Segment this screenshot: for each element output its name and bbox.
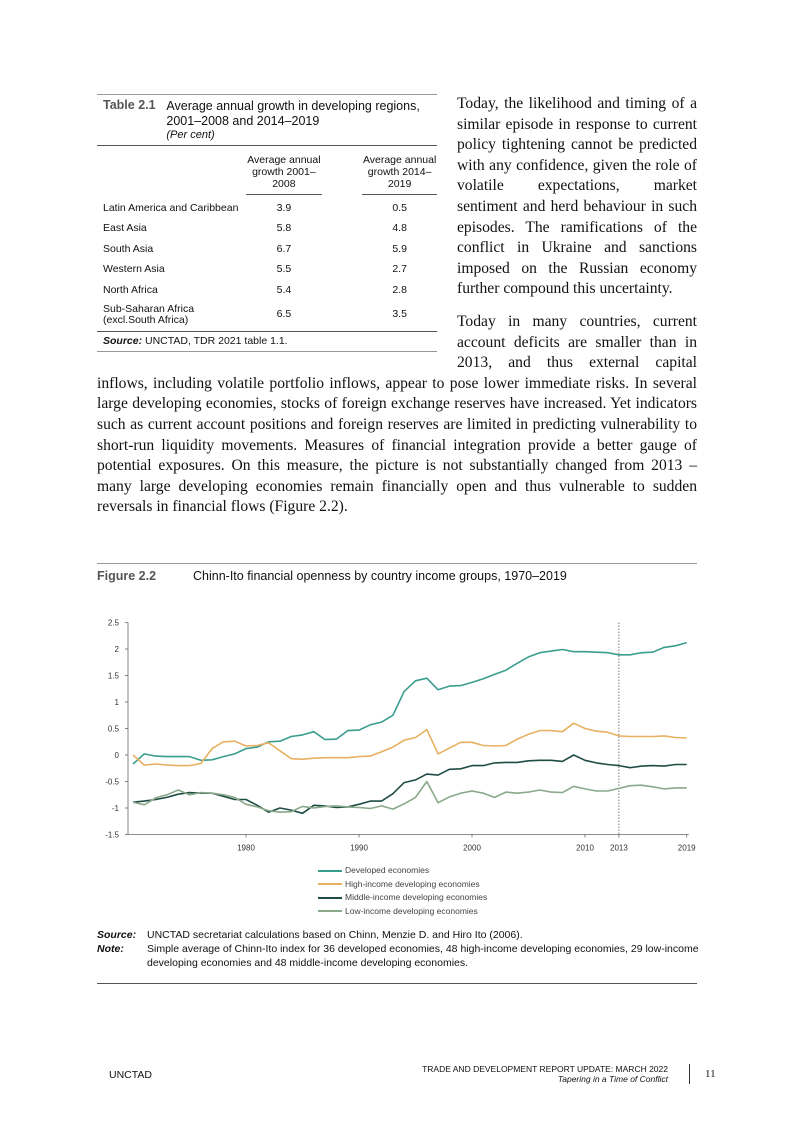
table-row: Latin America and Caribbean 3.9 0.5: [97, 198, 437, 219]
legend-item: Developed economies: [318, 864, 487, 878]
y-tick-label: 0: [115, 751, 120, 760]
line-chart: 2.5 2 1.5 1 0.5 0 -0.5 -1 -1.5 1980 1990 2000 2010 20…: [105, 619, 696, 853]
growth-2001-2008: 5.4: [276, 283, 292, 296]
growth-2001-2008: 5.8: [276, 222, 292, 235]
region-name: North Africa: [103, 283, 158, 296]
y-tick-label: 1.5: [108, 672, 120, 681]
x-tick-label: 2010: [576, 844, 594, 853]
table-2-1: Table 2.1 Average annual growth in devel…: [97, 94, 437, 352]
table-row: North Africa 5.4 2.8: [97, 280, 437, 301]
legend-swatch: [318, 883, 342, 886]
chart-legend: Developed economies High-income developin…: [318, 864, 487, 918]
legend-item: Middle-income developing economies: [318, 891, 487, 905]
growth-2001-2008: 3.9: [276, 201, 292, 214]
figure-label: Figure 2.2: [97, 569, 157, 583]
legend-swatch: [318, 869, 342, 872]
table-row: South Asia 6.7 5.9: [97, 239, 437, 260]
body-text: Table 2.1 Average annual growth in devel…: [97, 94, 697, 530]
paragraph: Today in many countries, current account…: [97, 312, 697, 516]
legend-swatch: [318, 896, 342, 899]
legend-label: Developed economies: [345, 865, 430, 875]
footer-report: TRADE AND DEVELOPMENT REPORT UPDATE: MAR…: [422, 1064, 668, 1084]
legend-item: High-income developing economies: [318, 878, 487, 892]
figure-notes: Source: UNCTAD secretariat calculations b…: [97, 928, 707, 970]
series-line-low-income-developing-economies: [132, 780, 687, 813]
table-row: Western Asia 5.5 2.7: [97, 260, 437, 281]
table-header: Table 2.1 Average annual growth in devel…: [97, 94, 437, 146]
region-name: Western Asia: [103, 263, 165, 276]
growth-2014-2019: 3.5: [392, 308, 407, 320]
legend-label: High-income developing economies: [345, 878, 480, 889]
page-number: 11: [705, 1068, 716, 1080]
divider: [97, 563, 697, 564]
x-tick-label: 2000: [463, 844, 481, 853]
divider: [97, 983, 697, 984]
table-source: Source: UNCTAD, TDR 2021 table 1.1.: [97, 330, 437, 352]
legend-item: Low-income developing economies: [318, 905, 487, 919]
x-tick-label: 1990: [350, 844, 368, 853]
legend-swatch: [318, 910, 342, 913]
series-line-high-income-developing-economies: [132, 722, 687, 767]
y-tick-label: 0.5: [108, 725, 120, 734]
x-tick-label: 2013: [610, 844, 628, 853]
column-header: Average annual growth 2014–2019: [362, 154, 437, 195]
paragraph: Today, the likelihood and timing of a si…: [457, 95, 697, 298]
column-header: Average annual growth 2001–2008: [245, 154, 323, 195]
growth-2014-2019: 0.5: [392, 201, 407, 214]
y-tick-label: 1: [115, 698, 120, 707]
figure-title: Chinn-Ito financial openness by country …: [193, 569, 567, 583]
y-tick-label: -0.5: [105, 778, 119, 787]
growth-2014-2019: 2.7: [392, 263, 407, 276]
growth-2001-2008: 6.5: [276, 308, 292, 320]
table-row: Sub-Saharan Africa (excl.South Africa) 6.…: [97, 301, 437, 329]
series-line-middle-income-developing-economies: [132, 754, 687, 815]
table-title: Average annual growth in developing regi…: [166, 99, 420, 128]
region-name: Sub-Saharan Africa (excl.South Africa): [103, 302, 195, 326]
table-unit: (Per cent): [166, 129, 215, 141]
y-tick-label: -1: [112, 804, 120, 813]
region-name: Latin America and Caribbean: [103, 201, 239, 214]
growth-2014-2019: 4.8: [392, 222, 407, 235]
table-row: East Asia 5.8 4.8: [97, 219, 437, 240]
legend-label: Low-income developing economies: [345, 905, 478, 916]
y-tick-label: 2.5: [108, 619, 120, 628]
x-tick-label: 1980: [237, 844, 255, 853]
figure-header: Figure 2.2 Chinn-Ito financial openness …: [97, 569, 567, 583]
y-tick-label: 2: [115, 645, 120, 654]
region-name: South Asia: [103, 242, 154, 255]
series-line-developed-economies: [132, 641, 687, 765]
figure-source: UNCTAD secretariat calculations based on…: [147, 929, 523, 941]
legend-label: Middle-income developing economies: [345, 892, 488, 902]
growth-2014-2019: 5.9: [392, 242, 407, 255]
growth-2001-2008: 5.5: [276, 263, 292, 276]
table-label: Table 2.1: [103, 98, 156, 112]
growth-2001-2008: 6.7: [276, 242, 292, 255]
x-tick-label: 2019: [678, 844, 696, 853]
region-name: East Asia: [103, 222, 147, 235]
figure-note: Simple average of Chinn-Ito index for 36…: [147, 943, 699, 969]
growth-2014-2019: 2.8: [392, 283, 407, 296]
footer-divider: [689, 1064, 690, 1084]
y-tick-label: -1.5: [105, 831, 119, 840]
footer-org: UNCTAD: [109, 1069, 152, 1081]
